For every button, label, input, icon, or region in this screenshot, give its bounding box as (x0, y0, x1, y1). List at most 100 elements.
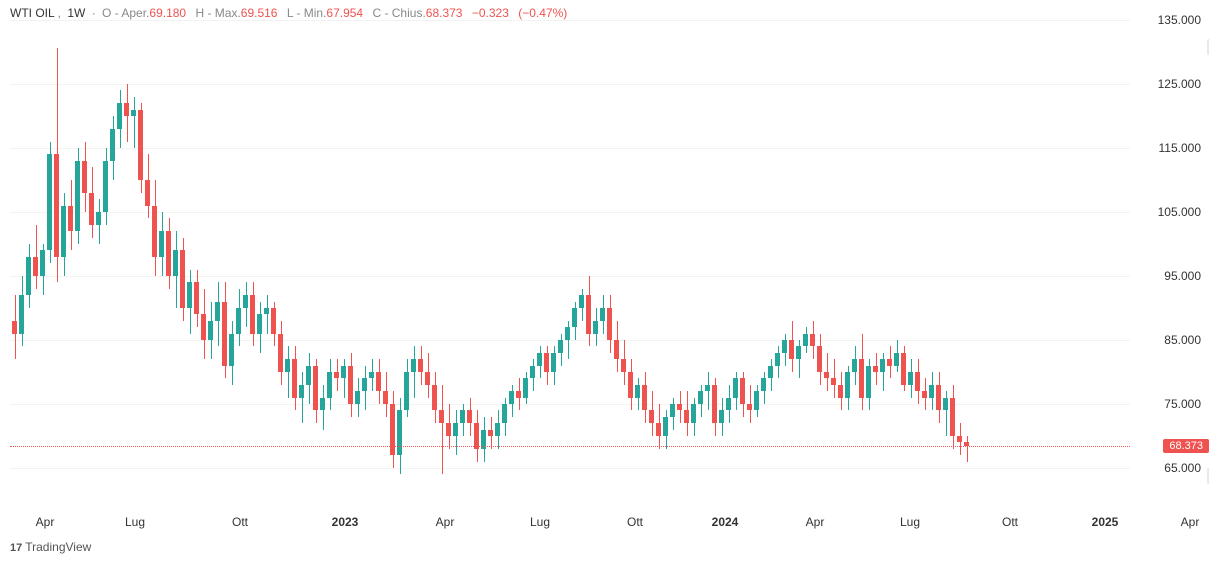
candle-body[interactable] (397, 410, 402, 455)
candle-body[interactable] (89, 193, 94, 225)
candle-body[interactable] (446, 423, 451, 436)
candle-body[interactable] (33, 257, 38, 276)
candle-body[interactable] (880, 359, 885, 372)
candle-body[interactable] (768, 366, 773, 379)
candle-body[interactable] (103, 161, 108, 212)
candle-body[interactable] (229, 334, 234, 366)
candle-body[interactable] (586, 295, 591, 333)
candle-body[interactable] (908, 372, 913, 385)
candle-body[interactable] (565, 327, 570, 340)
candle-body[interactable] (341, 366, 346, 379)
candle-body[interactable] (138, 110, 143, 180)
candle-body[interactable] (936, 385, 941, 411)
candle-body[interactable] (754, 391, 759, 410)
candle-body[interactable] (355, 391, 360, 404)
candle-body[interactable] (635, 385, 640, 398)
candle-body[interactable] (663, 417, 668, 436)
candle-body[interactable] (306, 366, 311, 385)
candle-body[interactable] (460, 410, 465, 423)
candle-body[interactable] (201, 314, 206, 340)
candle-body[interactable] (173, 250, 178, 276)
candle-body[interactable] (726, 398, 731, 411)
candle-body[interactable] (642, 385, 647, 411)
candle-body[interactable] (915, 372, 920, 391)
candle-body[interactable] (691, 404, 696, 423)
candle-body[interactable] (712, 385, 717, 423)
candle-body[interactable] (677, 404, 682, 410)
candle-body[interactable] (369, 372, 374, 378)
candle-body[interactable] (558, 340, 563, 353)
candle-body[interactable] (439, 410, 444, 423)
candle-body[interactable] (950, 398, 955, 436)
candle-body[interactable] (250, 295, 255, 333)
candle-body[interactable] (705, 385, 710, 391)
candle-body[interactable] (110, 129, 115, 161)
candle-body[interactable] (159, 231, 164, 257)
candle-body[interactable] (418, 359, 423, 372)
candle-body[interactable] (957, 436, 962, 442)
candle-body[interactable] (117, 103, 122, 129)
candle-body[interactable] (537, 353, 542, 366)
candle-body[interactable] (922, 391, 927, 397)
candle-body[interactable] (579, 295, 584, 308)
candle-body[interactable] (593, 321, 598, 334)
candle-body[interactable] (516, 391, 521, 397)
candle-body[interactable] (26, 257, 31, 295)
candle-body[interactable] (572, 308, 577, 327)
candle-body[interactable] (824, 372, 829, 378)
candle-body[interactable] (243, 295, 248, 308)
candle-body[interactable] (747, 404, 752, 410)
candle-body[interactable] (670, 404, 675, 417)
candle-body[interactable] (61, 206, 66, 257)
candle-body[interactable] (390, 404, 395, 455)
candle-body[interactable] (656, 423, 661, 436)
candle-body[interactable] (467, 410, 472, 423)
candle-body[interactable] (320, 398, 325, 411)
candle-body[interactable] (845, 372, 850, 398)
candle-body[interactable] (152, 206, 157, 257)
candle-body[interactable] (334, 372, 339, 378)
candle-body[interactable] (740, 378, 745, 404)
candle-body[interactable] (789, 340, 794, 359)
candle-body[interactable] (166, 231, 171, 276)
candle-body[interactable] (257, 314, 262, 333)
candle-body[interactable] (901, 353, 906, 385)
candle-body[interactable] (495, 423, 500, 436)
x-axis[interactable]: AprLugOtt2023AprLugOtt2024AprLugOtt2025A… (10, 509, 1130, 529)
candle-body[interactable] (19, 295, 24, 333)
plot-area[interactable] (10, 20, 1130, 500)
candle-body[interactable] (383, 391, 388, 404)
candle-body[interactable] (859, 359, 864, 397)
candle-body[interactable] (782, 340, 787, 353)
candle-body[interactable] (852, 359, 857, 372)
candle-body[interactable] (47, 154, 52, 250)
candle-body[interactable] (68, 206, 73, 232)
candle-body[interactable] (131, 110, 136, 116)
candle-body[interactable] (278, 334, 283, 372)
candle-body[interactable] (285, 359, 290, 372)
candle-body[interactable] (327, 372, 332, 398)
candle-body[interactable] (271, 308, 276, 334)
candle-body[interactable] (82, 161, 87, 193)
tradingview-logo[interactable]: 17TradingView (10, 540, 91, 554)
candle-body[interactable] (12, 321, 17, 334)
candle-body[interactable] (684, 410, 689, 423)
candle-body[interactable] (404, 372, 409, 410)
candle-body[interactable] (194, 282, 199, 314)
candle-body[interactable] (425, 372, 430, 385)
candle-body[interactable] (208, 321, 213, 340)
candle-body[interactable] (817, 346, 822, 372)
candle-body[interactable] (831, 378, 836, 384)
candle-body[interactable] (509, 391, 514, 404)
candle-body[interactable] (313, 366, 318, 411)
candle-body[interactable] (299, 385, 304, 398)
candle-body[interactable] (803, 334, 808, 347)
candle-body[interactable] (96, 212, 101, 225)
candle-body[interactable] (75, 161, 80, 231)
candle-body[interactable] (551, 353, 556, 372)
candle-body[interactable] (292, 359, 297, 397)
candle-body[interactable] (40, 250, 45, 276)
candle-body[interactable] (376, 372, 381, 391)
candle-body[interactable] (187, 282, 192, 308)
candle-body[interactable] (530, 366, 535, 379)
